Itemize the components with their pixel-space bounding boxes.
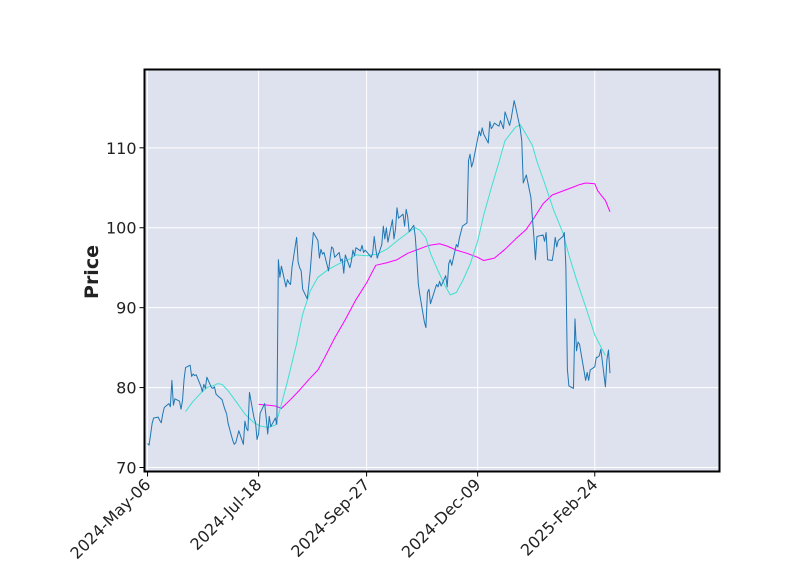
x-tick-label: 2024-Jul-18 [186, 475, 265, 554]
plot-area-background [144, 69, 720, 472]
long-moving-average-line [258, 182, 611, 409]
y-tick-label: 70 [116, 459, 136, 478]
series-group [147, 100, 611, 446]
y-tick-label: 80 [116, 379, 136, 398]
x-tick-label: 2025-Feb-24 [517, 475, 602, 560]
y-tick-label: 110 [106, 139, 137, 158]
x-tick-label: 2024-May-06 [66, 475, 154, 563]
plot-frame [143, 68, 721, 473]
gridlines [144, 69, 720, 472]
y-tick-label: 90 [116, 299, 136, 318]
x-tick-label: 2024-Dec-09 [398, 475, 485, 562]
price-line [147, 100, 611, 446]
x-tick-label: 2024-Sep-27 [287, 475, 373, 561]
y-axis-label: Price [81, 245, 103, 299]
y-tick-label: 100 [106, 219, 137, 238]
